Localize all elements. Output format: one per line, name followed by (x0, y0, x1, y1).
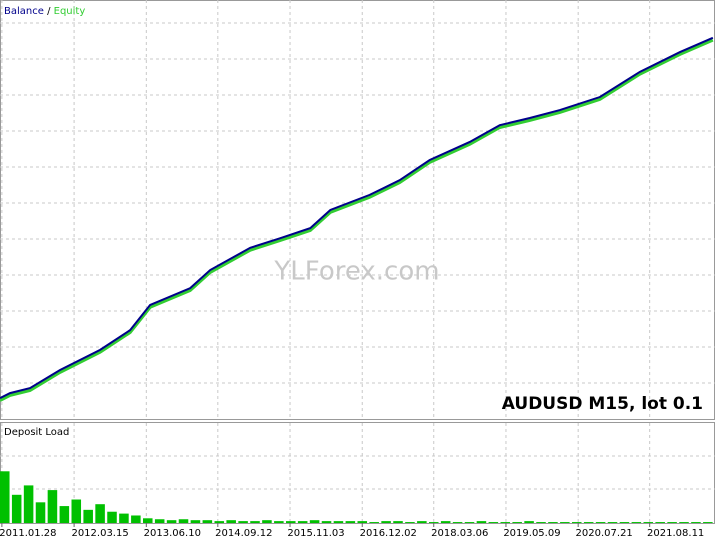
legend: Balance / Equity (4, 6, 85, 17)
bar (95, 504, 105, 523)
bar (476, 521, 487, 523)
bar (452, 522, 463, 523)
bar (619, 522, 630, 523)
bar (548, 522, 558, 523)
annotation: AUDUSD M15, lot 0.1 (502, 394, 703, 414)
bar (154, 519, 165, 523)
bar (107, 511, 117, 523)
bar (643, 522, 654, 523)
legend-entry: Balance (4, 6, 44, 17)
load-panel (0, 422, 715, 524)
bar (226, 520, 236, 523)
bar (393, 521, 403, 523)
x-tick-label: 2015.11.03 (287, 528, 344, 539)
bar (655, 522, 665, 523)
bar (143, 518, 153, 523)
x-tick-label: 2011.01.28 (0, 528, 57, 539)
bar (47, 490, 58, 523)
bar (0, 471, 10, 523)
bar (583, 522, 594, 523)
bar (357, 521, 368, 523)
bar (607, 522, 618, 523)
bar (345, 521, 356, 523)
bar (274, 521, 284, 523)
bar (595, 522, 606, 523)
legend-entry: Equity (54, 6, 86, 17)
bar (321, 521, 332, 523)
x-tick-label: 2020.07.21 (576, 528, 633, 539)
bar (297, 521, 308, 523)
x-tick-label: 2012.03.15 (71, 528, 128, 539)
bar (440, 521, 451, 523)
watermark: YLForex.com (273, 257, 439, 287)
bar (417, 521, 427, 523)
line-equity (0, 38, 714, 402)
bar (667, 522, 677, 523)
bar (35, 502, 46, 523)
bar (679, 522, 689, 523)
x-tick-label: 2014.09.12 (215, 528, 272, 539)
bar (703, 522, 713, 523)
line-balance (0, 36, 714, 400)
bar (536, 522, 546, 523)
bar (23, 485, 34, 523)
bar (488, 522, 499, 523)
bar (286, 521, 296, 523)
bar (405, 522, 415, 523)
bar (381, 521, 391, 523)
bar (166, 520, 177, 523)
main-panel (0, 0, 715, 420)
marks (0, 36, 714, 523)
bar (369, 522, 379, 523)
bar (464, 522, 475, 523)
bar (214, 521, 225, 523)
bar (131, 515, 141, 523)
bar (71, 499, 82, 523)
bar (333, 521, 344, 523)
bar (250, 521, 260, 523)
bar (178, 519, 189, 523)
bar (631, 522, 642, 523)
bar (560, 522, 570, 523)
bar (500, 522, 511, 523)
bar (83, 509, 93, 523)
x-tick-label: 2021.08.11 (647, 528, 704, 539)
bar (238, 521, 248, 523)
bar (262, 520, 272, 523)
x-tick-label: 2019.05.09 (503, 528, 560, 539)
x-tick-label: 2016.12.02 (360, 528, 417, 539)
bar (691, 522, 701, 523)
bar (190, 520, 201, 523)
bar (512, 522, 522, 523)
bar (202, 520, 213, 523)
bar (572, 522, 582, 523)
bar (429, 522, 439, 523)
bar (119, 513, 129, 523)
bar (309, 520, 320, 523)
bar (59, 506, 70, 523)
x-tick-label: 2018.03.06 (431, 528, 488, 539)
x-tick-label: 2013.06.10 (144, 528, 201, 539)
bar (524, 521, 534, 523)
panel-title: Deposit Load (4, 427, 69, 438)
bar (11, 494, 22, 523)
